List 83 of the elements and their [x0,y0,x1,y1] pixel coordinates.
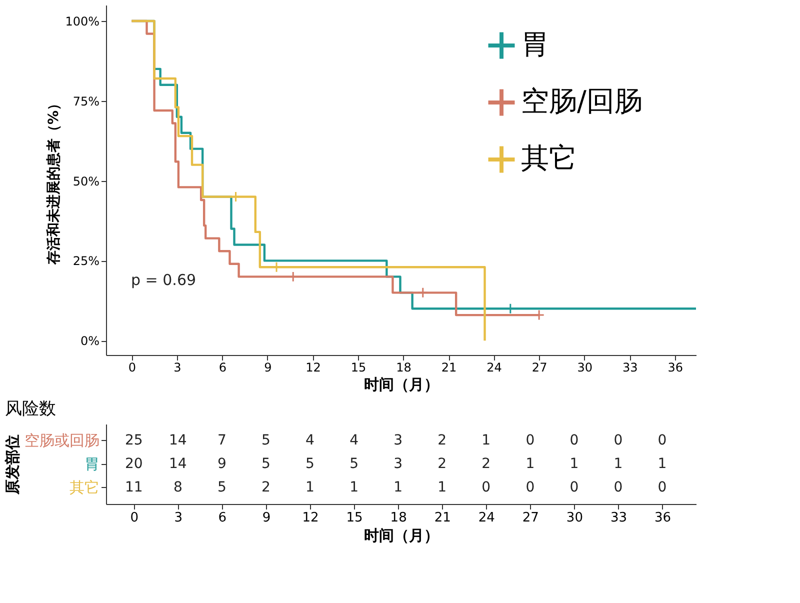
data-label: 9 [217,456,226,472]
x-tick-label: 15 [350,360,366,374]
y-tick-label: 75% [72,94,100,108]
data-label: 5 [350,456,358,472]
data-label: 20 [124,456,143,472]
x-tick-label: 9 [264,360,272,374]
point [417,287,428,298]
data-label: 5 [306,456,314,472]
x-tick-label: 12 [302,510,319,526]
x-tick-label: 21 [441,360,457,374]
data-label: 14 [169,432,187,448]
data-label: 2 [262,480,270,496]
x-axis-title: 时间（月） [364,376,439,394]
y-tick-label: 空肠或回肠 [24,431,100,450]
x-tick-label: 9 [262,510,271,526]
data-label: 2 [438,432,447,448]
x-tick-label: 21 [434,510,451,526]
x-tick-label: 30 [566,510,583,526]
data-label: 0 [482,480,491,496]
data-label: 1 [570,456,579,472]
x-tick-label: 27 [522,510,539,526]
data-label: 1 [482,432,491,448]
legend-label: 其它 [521,142,577,174]
x-tick-label: 15 [346,510,363,526]
x-tick-label: 27 [532,360,548,374]
y-axis-title: 原发部位 [4,434,22,496]
data-label: 0 [570,432,579,448]
data-label: 7 [217,432,226,448]
data-label: 11 [124,480,143,496]
data-label: 0 [570,480,579,496]
x-tick-label: 18 [396,360,412,374]
x-tick-label: 18 [390,510,407,526]
y-tick-label: 0% [80,334,100,348]
data-label: 1 [526,456,535,472]
data-label: 4 [350,432,359,448]
data-label: 1 [438,480,447,496]
x-tick-label: 3 [174,510,183,526]
data-label: 5 [217,480,226,496]
data-label: 0 [614,432,623,448]
x-tick-label: 6 [218,360,227,374]
data-label: 0 [658,432,667,448]
x-tick-label: 6 [218,510,227,526]
x-tick-label: 36 [668,360,684,374]
data-label: 2 [482,456,491,472]
x-tick-label: 3 [174,360,182,374]
y-tick-label: 50% [72,174,100,188]
data-label: 1 [658,456,667,472]
y-tick-label: 25% [72,254,100,268]
data-label: 3 [394,432,403,448]
x-tick-label: 30 [577,360,592,374]
data-label: 0 [614,480,623,496]
x-tick-label: 12 [306,360,321,374]
data-label: 25 [124,432,143,448]
data-label: 1 [306,480,314,496]
y-tick-label: 胃 [84,455,100,473]
legend-label: 空肠/回肠 [521,84,642,118]
data-label: 1 [394,480,403,496]
data-label: 1 [350,480,358,496]
data-label: 1 [614,456,623,472]
x-tick-label: 0 [130,510,139,526]
data-label: 4 [306,432,315,448]
x-tick-label: 33 [610,510,627,526]
annotation: p = 0.69 [131,271,196,289]
data-label: 0 [526,480,535,496]
y-axis-title: 存活和未进展的患者（%） [46,96,62,266]
x-tick-label: 24 [478,510,495,526]
data-label: 2 [438,456,447,472]
legend-label: 胃 [521,28,549,60]
x-tick-label: 36 [654,510,672,526]
x-axis-title: 时间（月） [364,526,439,544]
data-label: 5 [262,456,270,472]
data-label: 8 [173,480,182,496]
y-tick-label: 其它 [70,478,100,497]
x-tick-label: 0 [128,360,136,374]
y-tick-label: 100% [65,14,100,28]
data-label: 5 [262,432,270,448]
data-label: 3 [394,456,403,472]
x-tick-label: 24 [486,360,502,374]
chart-title: 风险数 [5,399,56,419]
x-tick-label: 33 [622,360,638,374]
data-label: 0 [658,480,667,496]
data-label: 14 [169,456,187,472]
data-label: 0 [526,432,535,448]
